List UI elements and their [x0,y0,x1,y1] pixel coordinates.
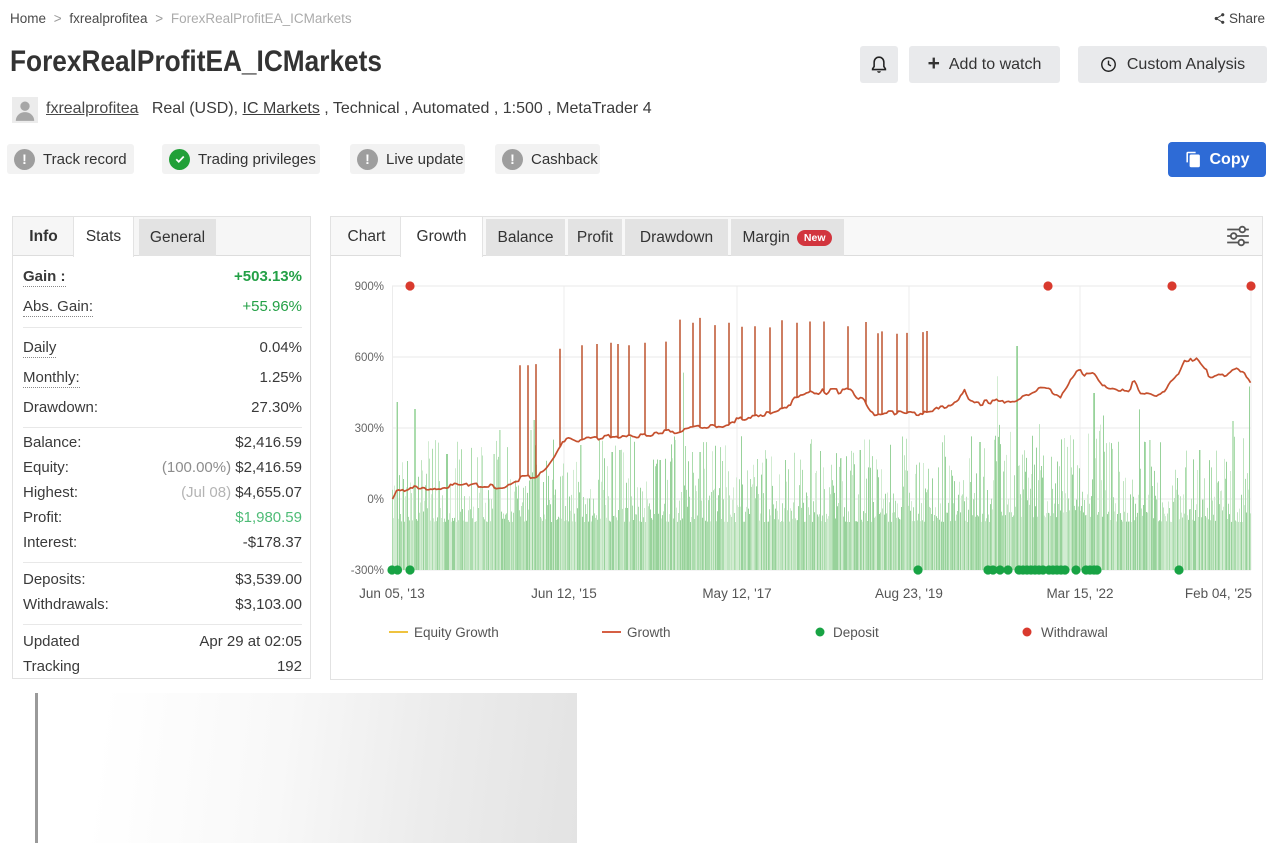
svg-text:Jun 12, '15: Jun 12, '15 [531,586,597,601]
svg-text:0%: 0% [367,494,384,506]
svg-text:Deposit: Deposit [833,625,879,640]
svg-text:Feb 04, '25: Feb 04, '25 [1185,586,1252,601]
svg-text:900%: 900% [355,281,384,293]
svg-text:Withdrawal: Withdrawal [1041,625,1108,640]
svg-text:May 12, '17: May 12, '17 [702,586,771,601]
svg-text:Jun 05, '13: Jun 05, '13 [359,586,425,601]
svg-text:Mar 15, '22: Mar 15, '22 [1046,586,1113,601]
svg-text:Aug 23, '19: Aug 23, '19 [875,586,943,601]
svg-text:Growth: Growth [627,625,671,640]
svg-text:Equity Growth: Equity Growth [414,625,499,640]
svg-text:-300%: -300% [351,565,384,577]
svg-text:300%: 300% [355,423,384,435]
svg-text:600%: 600% [355,352,384,364]
